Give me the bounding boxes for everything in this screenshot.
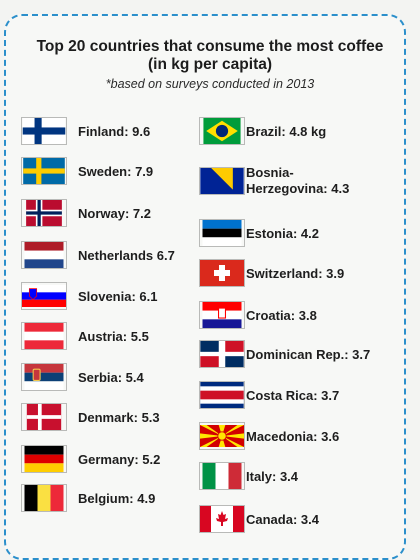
list-item-label: Sweden: 7.9	[78, 164, 154, 179]
croatia-flag-icon	[200, 302, 244, 328]
list-item-label: Serbia: 5.4	[78, 370, 144, 385]
estonia-flag-icon	[200, 220, 244, 246]
list-item-label: Netherlands 6.7	[78, 248, 175, 263]
dominican-republic-flag-icon	[200, 341, 244, 367]
list-item-label: Switzerland: 3.9	[246, 266, 345, 281]
list-item-label: Slovenia: 6.1	[78, 289, 158, 304]
list-item-label: Bosnia- Herzegovina: 4.3	[246, 165, 350, 196]
brazil-flag-icon	[200, 118, 244, 144]
sweden-flag-icon	[22, 158, 66, 184]
list-item-label: Macedonia: 3.6	[246, 429, 340, 444]
list-item-label: Austria: 5.5	[78, 329, 149, 344]
list-item-label: Costa Rica: 3.7	[246, 388, 340, 403]
list-item-label: Estonia: 4.2	[246, 226, 319, 241]
canada-flag-icon	[200, 506, 244, 532]
list-item-label: Finland: 9.6	[78, 124, 151, 139]
list-item-label: Canada: 3.4	[246, 512, 319, 527]
switzerland-flag-icon	[200, 260, 244, 286]
list-item-label: Dominican Rep.: 3.7	[246, 347, 371, 362]
list-item-label: Croatia: 3.8	[246, 308, 317, 323]
title-line-2: (in kg per capita)	[147, 56, 273, 73]
denmark-flag-icon	[22, 404, 66, 430]
list-item-label: Italy: 3.4	[246, 469, 299, 484]
subtitle: *based on surveys conducted in 2013	[105, 77, 315, 91]
costa-rica-flag-icon	[200, 382, 244, 408]
list-item-label: Norway: 7.2	[78, 206, 151, 221]
serbia-flag-icon	[22, 364, 66, 390]
list-item-label: Denmark: 5.3	[78, 410, 160, 425]
italy-flag-icon	[200, 463, 244, 489]
page-title: Top 20 countries that consume the most c…	[0, 38, 420, 74]
bosnia-herzegovina-flag-icon	[200, 168, 244, 194]
macedonia-flag-icon	[200, 423, 244, 449]
germany-flag-icon	[22, 446, 66, 472]
austria-flag-icon	[22, 323, 66, 349]
netherlands-flag-icon	[22, 242, 66, 268]
slovenia-flag-icon	[22, 283, 66, 309]
list-item-label: Germany: 5.2	[78, 452, 161, 467]
belgium-flag-icon	[22, 485, 66, 511]
norway-flag-icon	[22, 200, 66, 226]
list-item-label: Belgium: 4.9	[78, 491, 156, 506]
list-item-label: Brazil: 4.8 kg	[246, 124, 327, 139]
finland-flag-icon	[22, 118, 66, 144]
title-line-1: Top 20 countries that consume the most c…	[36, 38, 384, 55]
